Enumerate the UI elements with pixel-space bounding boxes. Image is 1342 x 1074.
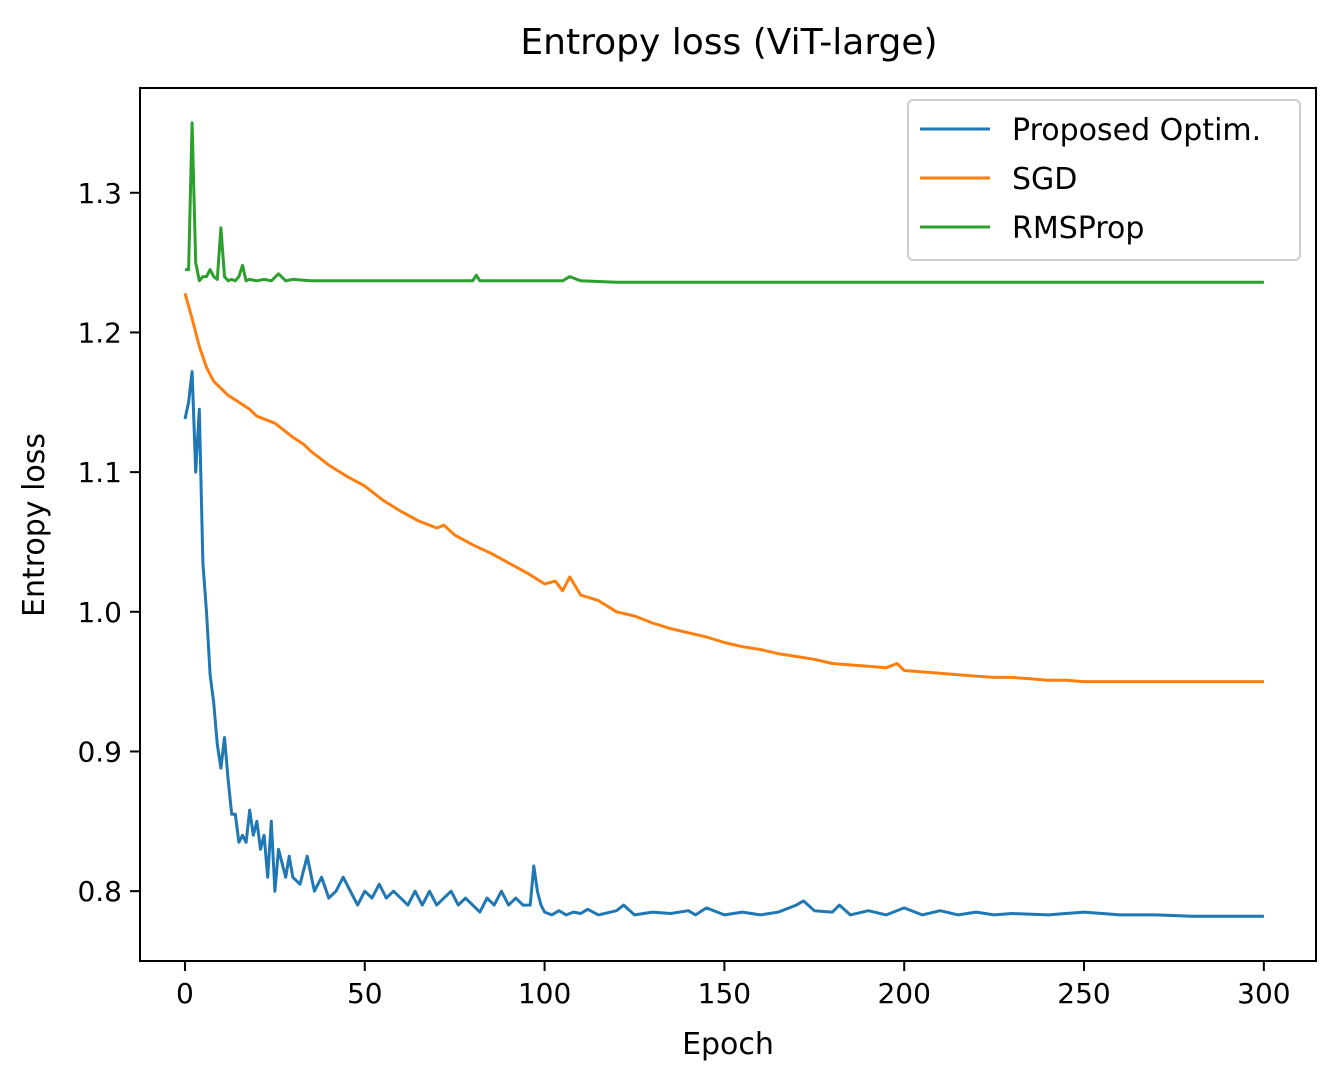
legend-label-proposed: Proposed Optim. xyxy=(1012,113,1261,148)
x-tick-label: 200 xyxy=(877,977,930,1010)
y-tick-label: 1.1 xyxy=(77,456,122,489)
y-tick-label: 0.8 xyxy=(77,875,122,908)
chart-title: Entropy loss (ViT-large) xyxy=(520,22,937,63)
x-tick-label: 100 xyxy=(518,977,571,1010)
series-line-proposed xyxy=(183,370,1264,918)
series-lines xyxy=(183,121,1264,918)
y-axis-ticks: 0.8 0.9 1.0 1.1 1.2 1.3 xyxy=(77,177,140,908)
y-tick-label: 1.2 xyxy=(77,316,122,349)
legend-label-rmsprop: RMSProp xyxy=(1012,211,1144,246)
x-tick-label: 150 xyxy=(698,977,751,1010)
x-axis-label: Epoch xyxy=(682,1027,774,1062)
series-line-sgd xyxy=(183,292,1264,684)
y-tick-label: 1.0 xyxy=(77,596,122,629)
x-axis-ticks: 0 50 100 150 200 250 300 xyxy=(176,961,1291,1010)
legend: Proposed Optim. SGD RMSProp xyxy=(907,99,1301,261)
plot-frame xyxy=(139,87,1317,962)
y-axis-label: Entropy loss xyxy=(17,433,52,617)
legend-box xyxy=(907,99,1301,261)
y-tick-label: 0.9 xyxy=(77,735,122,768)
series-line-rmsprop xyxy=(185,121,1264,284)
y-tick-label: 1.3 xyxy=(77,177,122,210)
x-tick-label: 0 xyxy=(176,977,194,1010)
legend-label-sgd: SGD xyxy=(1012,162,1077,197)
x-tick-label: 50 xyxy=(347,977,383,1010)
x-tick-label: 300 xyxy=(1237,977,1290,1010)
x-tick-label: 250 xyxy=(1057,977,1110,1010)
